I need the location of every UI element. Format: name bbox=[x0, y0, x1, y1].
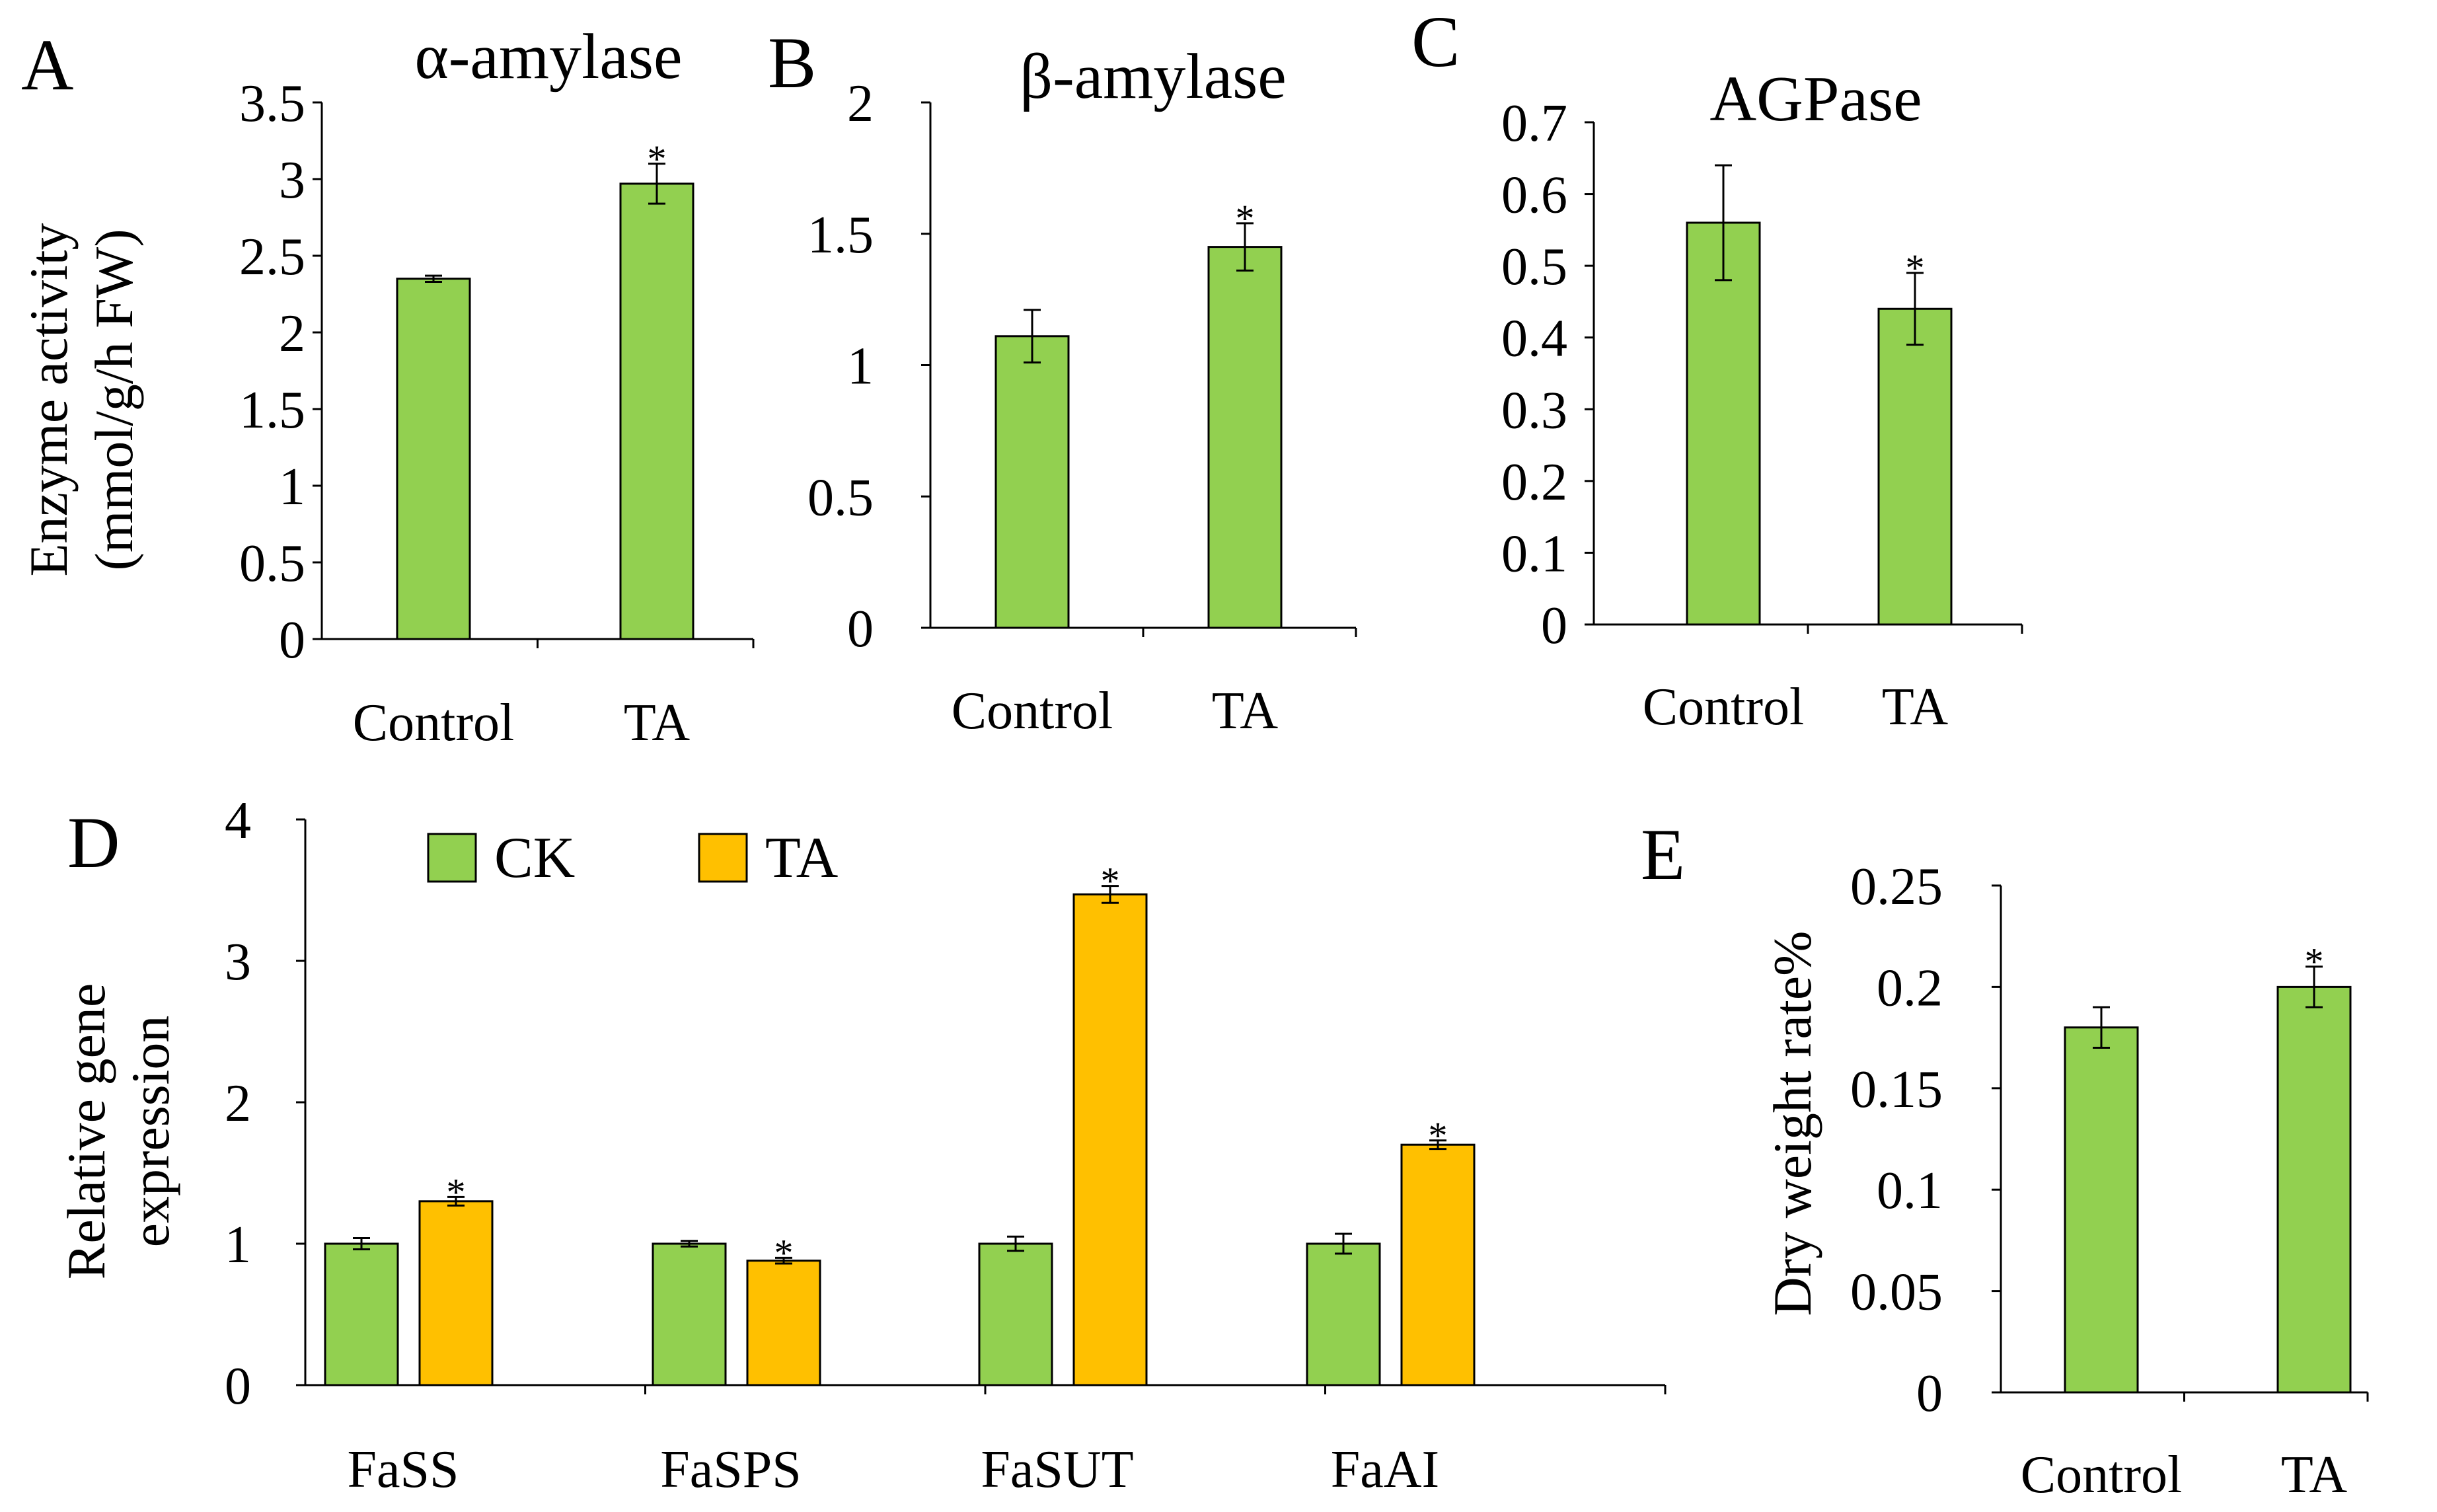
legend-label: TA bbox=[765, 826, 838, 890]
significance-marker: * bbox=[1101, 860, 1120, 903]
bar bbox=[978, 1242, 1053, 1386]
bar bbox=[396, 278, 471, 640]
chart-title: β-amylase bbox=[1020, 41, 1287, 112]
bar bbox=[1686, 221, 1761, 626]
y-tick-label: 0 bbox=[225, 1357, 251, 1416]
x-tick-label: TA bbox=[1212, 682, 1278, 740]
chart-title: AGPase bbox=[1709, 63, 1922, 135]
x-tick-label: TA bbox=[624, 694, 690, 752]
y-tick-label: 0.4 bbox=[1501, 310, 1567, 368]
y-tick-label: 0.2 bbox=[1501, 453, 1567, 511]
bar bbox=[1072, 893, 1148, 1386]
bar bbox=[418, 1200, 494, 1386]
y-tick-label: 0.5 bbox=[1501, 238, 1567, 296]
y-tick-label: 0 bbox=[1541, 597, 1567, 655]
y-tick-label: 4 bbox=[225, 792, 251, 850]
y-tick-label: 3 bbox=[225, 933, 251, 991]
panel-c: C AGPase 0 0.1 0.2 0.3 0.4 0.5 0.6 0.7 Control TA * bbox=[1411, 1, 2023, 736]
significance-marker: * bbox=[774, 1231, 794, 1274]
y-tick-label: 0.3 bbox=[1501, 381, 1567, 439]
y-tick-label: 1 bbox=[847, 338, 874, 396]
y-axis-label: (mmol/g/h FW) bbox=[84, 229, 144, 570]
y-tick-label: 2 bbox=[847, 75, 874, 133]
y-tick-label: 0.7 bbox=[1501, 94, 1567, 153]
significance-marker: * bbox=[648, 137, 667, 180]
panel-label-b: B bbox=[768, 22, 816, 103]
x-tick-label: Control bbox=[952, 682, 1113, 740]
legend-label: CK bbox=[494, 826, 575, 890]
x-tick-label: Control bbox=[1643, 678, 1804, 736]
y-axis-label: expression bbox=[120, 1016, 180, 1248]
x-tick-label: FaAI bbox=[1331, 1441, 1439, 1499]
panel-label-c: C bbox=[1411, 1, 1460, 82]
chart-title: α-amylase bbox=[414, 21, 682, 93]
bar bbox=[1306, 1242, 1381, 1386]
y-tick-label: 2.5 bbox=[239, 228, 305, 286]
y-tick-label: 0 bbox=[847, 600, 874, 658]
panel-e: E 0 0.05 0.1 0.15 0.2 0.25 Control TA * Dry weight… bbox=[1641, 814, 2369, 1504]
y-tick-label: 0.15 bbox=[1850, 1061, 1943, 1119]
panel-d: D 0 1 2 3 4 FaSS FaSPS FaSUT FaAI CK * * * * TA Relative… bbox=[56, 792, 1667, 1499]
bar bbox=[994, 335, 1070, 629]
bar bbox=[652, 1242, 727, 1386]
legend-swatch bbox=[427, 833, 477, 883]
significance-marker: * bbox=[2305, 940, 2324, 983]
y-tick-label: 0.2 bbox=[1877, 959, 1943, 1017]
x-tick-label: TA bbox=[2281, 1446, 2347, 1504]
y-tick-label: 3.5 bbox=[239, 75, 305, 133]
y-tick-label: 0.6 bbox=[1501, 167, 1567, 225]
y-tick-label: 0.1 bbox=[1501, 525, 1567, 583]
panel-label-d: D bbox=[67, 802, 120, 883]
panel-label-a: A bbox=[21, 24, 73, 105]
bar bbox=[324, 1242, 399, 1386]
y-tick-label: 0 bbox=[279, 611, 305, 669]
bar bbox=[1877, 307, 1953, 626]
y-tick-label: 1.5 bbox=[239, 381, 305, 439]
significance-marker: * bbox=[1429, 1114, 1448, 1157]
significance-marker: * bbox=[1906, 246, 1925, 289]
x-tick-label: FaSS bbox=[348, 1441, 459, 1499]
y-tick-label: 3 bbox=[279, 151, 305, 209]
bar bbox=[2276, 985, 2352, 1394]
x-tick-label: Control bbox=[2021, 1446, 2182, 1504]
y-tick-label: 2 bbox=[279, 305, 305, 363]
legend-swatch bbox=[698, 833, 748, 883]
y-tick-label: 0.1 bbox=[1877, 1162, 1943, 1220]
y-tick-label: 1 bbox=[279, 458, 305, 516]
y-axis-label: Dry weight rate% bbox=[1762, 931, 1822, 1316]
y-tick-label: 1 bbox=[225, 1216, 251, 1274]
bar bbox=[1400, 1143, 1476, 1386]
y-tick-label: 1.5 bbox=[807, 206, 874, 264]
y-tick-label: 0.5 bbox=[239, 535, 305, 593]
x-tick-label: FaSUT bbox=[981, 1441, 1133, 1499]
y-tick-label: 0.25 bbox=[1850, 858, 1943, 916]
bar bbox=[1207, 246, 1283, 629]
bar bbox=[746, 1260, 821, 1386]
panel-label-e: E bbox=[1641, 814, 1685, 895]
y-tick-label: 2 bbox=[225, 1075, 251, 1133]
y-axis-label: Relative gene bbox=[56, 983, 116, 1280]
x-tick-label: Control bbox=[353, 694, 514, 752]
significance-marker: * bbox=[1236, 197, 1255, 240]
y-tick-label: 0 bbox=[1916, 1365, 1943, 1423]
bar bbox=[619, 182, 694, 640]
x-tick-label: FaSPS bbox=[660, 1441, 801, 1499]
bar bbox=[2064, 1026, 2139, 1394]
x-tick-label: TA bbox=[1882, 678, 1948, 736]
y-axis-label: Enzyme activity bbox=[19, 223, 79, 576]
y-tick-label: 0.05 bbox=[1850, 1264, 1943, 1322]
y-tick-label: 0.5 bbox=[807, 469, 874, 527]
significance-marker: * bbox=[447, 1170, 466, 1213]
